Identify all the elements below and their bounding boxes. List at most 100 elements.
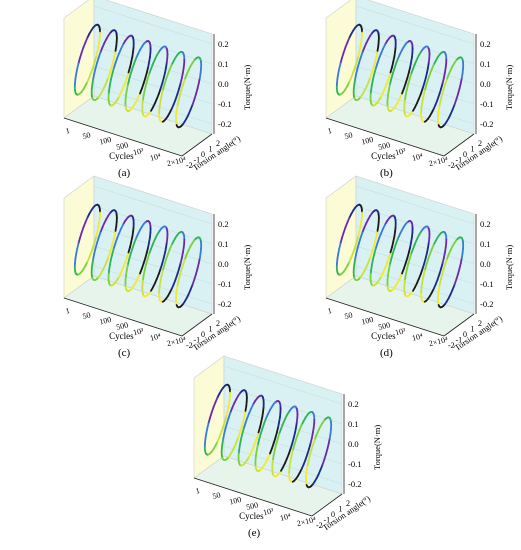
- z-gridline: [93, 85, 213, 125]
- y-tick-label: -1: [194, 336, 201, 345]
- loop-segment: [146, 73, 151, 81]
- x-axis-label: Cycles: [371, 151, 396, 161]
- loop-segment: [424, 71, 429, 79]
- y-axis-line: [443, 313, 475, 337]
- x-tick-label: 2×10⁴: [296, 515, 317, 528]
- loop-segment: [424, 251, 429, 259]
- loop-segment: [244, 417, 249, 425]
- loop-segment: [457, 267, 461, 275]
- y-tick-label: 2: [216, 139, 220, 148]
- loop-segment: [112, 235, 116, 243]
- z-gridline: [93, 265, 213, 305]
- hysteresis-loop-4: [403, 225, 431, 298]
- loop-segment: [80, 226, 85, 234]
- hysteresis-loop-3: [254, 400, 282, 472]
- loop-segment: [341, 231, 345, 239]
- loop-segment: [342, 226, 347, 234]
- hysteresis-loop-6: [175, 236, 203, 309]
- loop-segment: [389, 66, 394, 74]
- loop-segment: [388, 78, 393, 86]
- y-tick-label: 1: [471, 325, 475, 334]
- hysteresis-loop-4: [403, 45, 431, 118]
- hysteresis-loop-5: [420, 51, 448, 123]
- loop-segment: [359, 51, 364, 59]
- loop-segment: [388, 258, 393, 266]
- loop-segment: [92, 60, 96, 68]
- loop-segment: [79, 231, 83, 239]
- loop-segment: [371, 66, 375, 74]
- y-tick-label: 1: [209, 145, 213, 154]
- loop-segment: [308, 442, 312, 450]
- loop-segment: [443, 78, 448, 86]
- x-tick-label: 100: [228, 495, 242, 507]
- loop-segment: [309, 436, 313, 445]
- loop-segment: [226, 417, 230, 425]
- z-axis-label: Torque(N·m): [504, 65, 514, 110]
- hysteresis-loop-0: [73, 203, 101, 276]
- loop-segment: [406, 71, 410, 79]
- loop-segment: [227, 411, 232, 419]
- y-tick-label: -2: [316, 521, 323, 530]
- loop-segment: [142, 256, 147, 265]
- loop-segment: [410, 68, 414, 76]
- loop-segment: [341, 51, 345, 59]
- loop-segment: [275, 426, 280, 434]
- loop-segment: [440, 89, 445, 97]
- x-tick-label: 500: [377, 320, 391, 332]
- loop-segment: [157, 267, 162, 275]
- loop-segment: [76, 62, 80, 70]
- loop-segment: [109, 66, 113, 74]
- panel-label: (d): [380, 347, 393, 359]
- y-tick-label: -2: [186, 341, 193, 350]
- x-axis-label: Cycles: [371, 331, 396, 341]
- loop-segment: [110, 60, 115, 68]
- x-tick-label: 50: [344, 130, 354, 141]
- loop-segment: [178, 89, 183, 97]
- loop-segment: [160, 89, 164, 97]
- x-tick-label: 1: [327, 126, 333, 136]
- loop-segment: [310, 444, 314, 452]
- loop-segment: [406, 78, 411, 86]
- loop-segment: [77, 57, 81, 65]
- hysteresis-loop-0: [335, 23, 363, 96]
- loop-segment: [254, 436, 258, 444]
- y-tick-label: -1: [324, 516, 331, 525]
- loop-segment: [179, 76, 183, 85]
- panel-label: (a): [118, 167, 131, 179]
- loop-segment: [352, 66, 356, 74]
- loop-segment: [160, 269, 164, 277]
- loop-segment: [455, 273, 459, 281]
- loop-segment: [376, 237, 381, 245]
- loop-segment: [372, 253, 376, 261]
- loop-segment: [225, 409, 229, 417]
- loop-segment: [143, 264, 147, 272]
- loop-segment: [126, 71, 130, 79]
- loop-segment: [391, 67, 396, 76]
- hysteresis-loop-3: [386, 40, 414, 112]
- y-tick-label: -2: [448, 341, 455, 350]
- loop-segment: [174, 273, 179, 281]
- x-tick-label: 1: [65, 126, 71, 136]
- loop-segment: [161, 76, 165, 85]
- loop-segment: [174, 93, 179, 101]
- loop-segment: [126, 78, 131, 86]
- loop-segment: [410, 248, 414, 256]
- hysteresis-loop-6: [437, 236, 465, 309]
- loop-segment: [162, 251, 167, 259]
- loop-segment: [295, 433, 299, 441]
- loop-segment: [181, 78, 186, 86]
- hysteresis-loop-5: [288, 411, 316, 483]
- z-gridline: [93, 185, 213, 225]
- loop-segment: [195, 87, 199, 95]
- z-gridline: [355, 205, 475, 245]
- x-axis-line: [325, 297, 445, 337]
- loop-segment: [223, 427, 227, 436]
- loop-segment: [144, 78, 149, 86]
- loop-segment: [259, 427, 264, 436]
- loop-segment: [406, 258, 411, 266]
- loop-segment: [388, 251, 392, 259]
- x-tick-label: 50: [344, 310, 354, 321]
- loop-segment: [390, 73, 394, 81]
- loop-segment: [407, 246, 412, 254]
- hysteresis-loop-3: [124, 220, 152, 292]
